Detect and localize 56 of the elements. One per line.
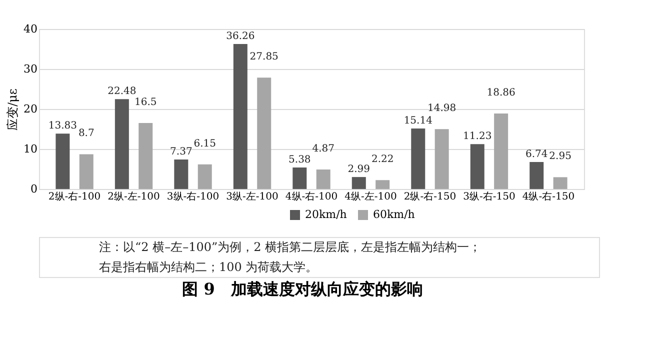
bar: [411, 128, 426, 189]
data-label: 18.86: [486, 88, 516, 99]
y-tick-label: 40: [24, 22, 38, 36]
bar: [292, 167, 307, 189]
data-label: 16.5: [134, 97, 157, 108]
bar: [494, 114, 508, 189]
bar: [352, 177, 366, 189]
data-label: 36.26: [226, 30, 255, 42]
data-label: 8.7: [78, 128, 94, 140]
x-tick-label: 2纵-右-100: [48, 190, 101, 202]
data-label: 11.23: [463, 131, 492, 142]
data-label: 2.22: [371, 154, 394, 166]
text: 图 9 加载速度对纵向应变的影响: [182, 280, 423, 298]
x-tick-label: 4纵-右-100: [285, 190, 338, 202]
y-tick-label: 10: [24, 142, 38, 156]
data-label: 6.15: [194, 138, 216, 150]
bar: [434, 129, 449, 189]
legend-label: 60km/h: [373, 208, 415, 221]
x-tick-label: 2纵-右-150: [404, 190, 456, 202]
data-label: 5.38: [288, 154, 311, 166]
x-tick-label: 2纵-左-100: [108, 190, 160, 202]
bar: [553, 177, 568, 189]
x-tick-label: 3纵-右-150: [463, 190, 516, 202]
y-tick-label: 20: [24, 102, 38, 116]
bar: [114, 99, 129, 189]
legend-label: 20km/h: [305, 208, 347, 221]
data-label: 2.95: [549, 151, 572, 162]
y-axis-title: 应变/με: [6, 88, 20, 131]
y-tick-label: 30: [24, 62, 38, 76]
x-tick-label: 4纵-左-100: [344, 190, 397, 202]
data-label: 15.14: [404, 115, 432, 126]
text: 注：以“2 横–左–100”为例，2 横指第二层层底，左是指左幅为结构一；: [99, 240, 482, 254]
x-tick-label: 3纵-左-100: [226, 190, 278, 202]
x-tick-label: 4纵-右-150: [522, 190, 575, 202]
y-tick-label: 0: [30, 182, 38, 196]
bar: [198, 164, 212, 189]
x-tick-label: 3纵-右-100: [166, 190, 220, 202]
bar: [530, 162, 544, 189]
bar: [316, 170, 330, 189]
bar: [376, 180, 390, 189]
data-label: 22.48: [108, 86, 136, 98]
data-label: 2.99: [348, 164, 370, 176]
bar: [257, 78, 272, 189]
data-label: 6.74: [525, 149, 548, 160]
data-label: 27.85: [250, 52, 278, 63]
data-label: 13.83: [48, 120, 78, 132]
bar: [174, 160, 188, 189]
text: 右是指右幅为结构二；100 为荷载大学。: [99, 260, 318, 274]
bar: [79, 154, 94, 189]
bar: [138, 123, 153, 189]
bar: [56, 134, 70, 189]
bar: [233, 44, 248, 189]
bar: [470, 144, 484, 189]
data-label: 4.87: [312, 144, 334, 155]
data-label: 14.98: [428, 103, 456, 114]
data-label: 7.37: [170, 146, 192, 158]
